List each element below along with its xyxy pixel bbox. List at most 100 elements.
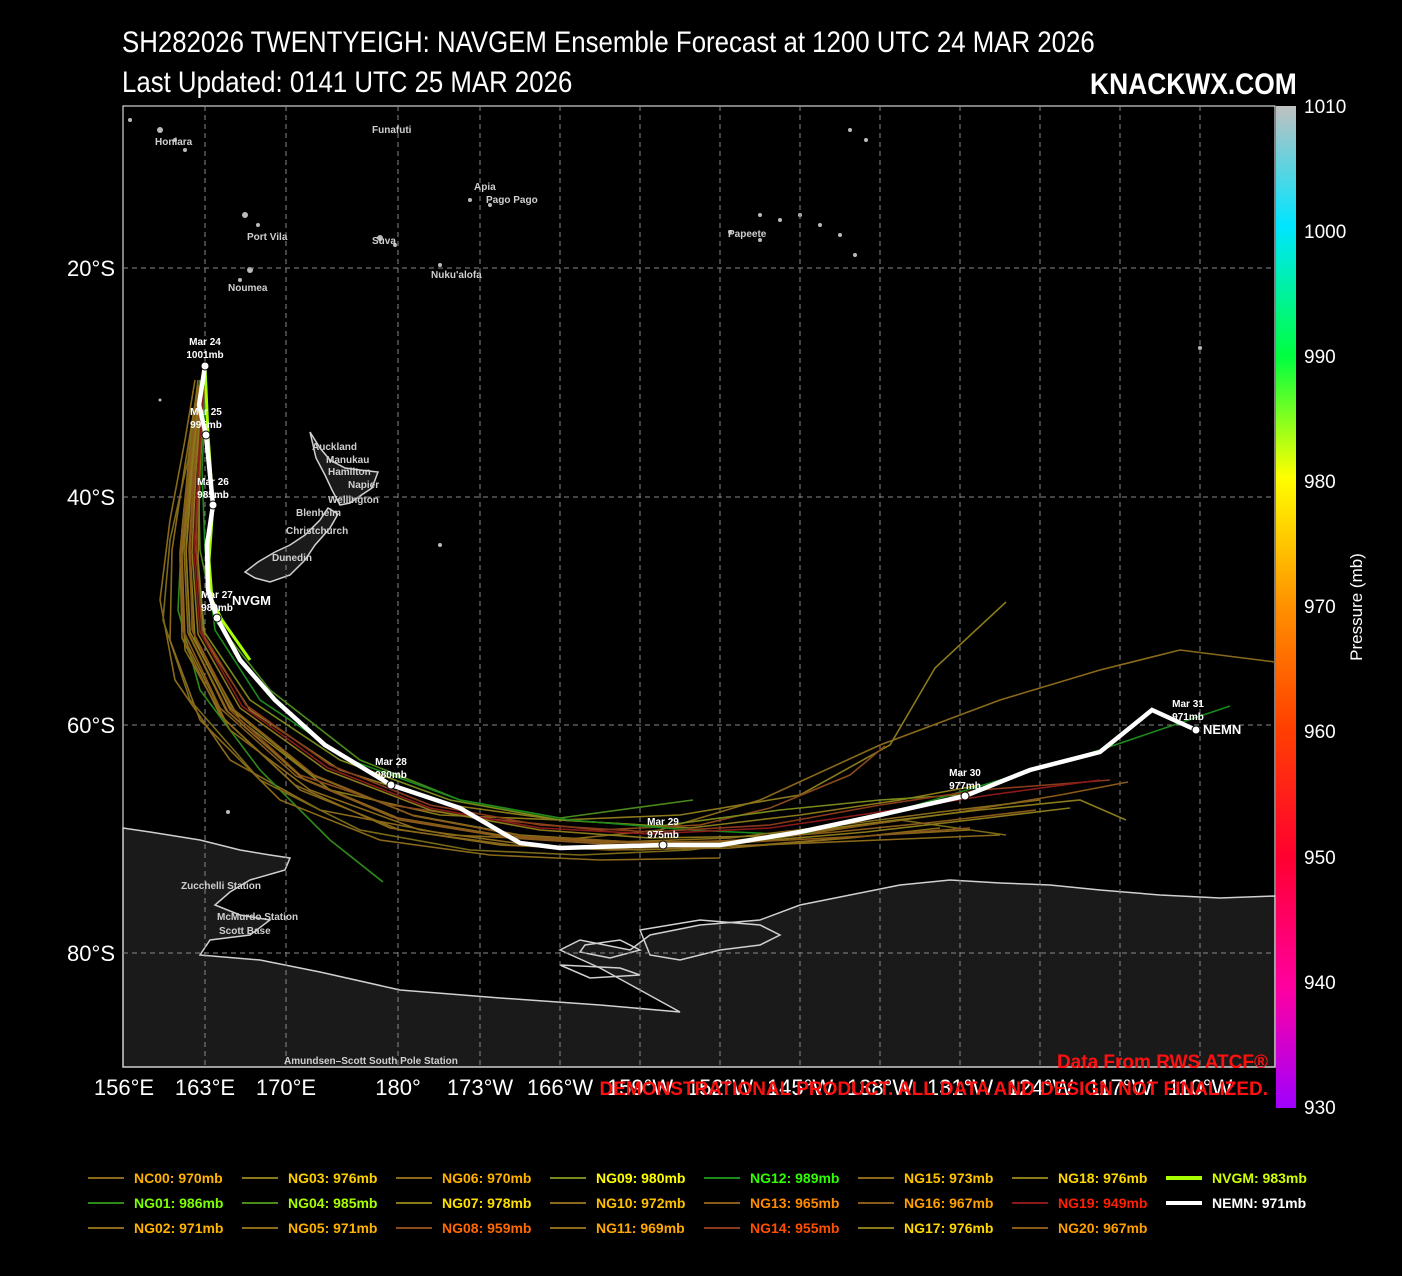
legend-swatch <box>88 1202 124 1204</box>
colorbar-ticks: 1010 1000 990 980 970 960 950 940 930 <box>1304 97 1346 1119</box>
place-papeete: Papeete <box>728 229 767 240</box>
lon-tick: 156°E <box>94 1075 154 1100</box>
legend-swatch <box>88 1177 124 1179</box>
place-port-vila: Port Vila <box>247 232 288 243</box>
watermark-disclaimer: DEMONSTRATIONAL PRODUCT. ALL DATA AND DE… <box>600 1079 1269 1100</box>
legend-label: NG02: 971mb <box>134 1220 224 1236</box>
place-hamilton: Hamilton <box>328 467 371 478</box>
legend-label: NG09: 980mb <box>596 1170 686 1186</box>
legend-item: NG14: 955mb <box>704 1218 839 1238</box>
legend-swatch <box>88 1227 124 1229</box>
colorbar-tick: 930 <box>1304 1098 1336 1119</box>
nvgm-end-label: NVGM <box>232 593 271 608</box>
place-christchurch: Christchurch <box>286 526 348 537</box>
legend-swatch <box>550 1227 586 1229</box>
track-label-pressure: 977mb <box>949 781 981 792</box>
legend-label: NG06: 970mb <box>442 1170 532 1186</box>
legend-label: NC00: 970mb <box>134 1170 223 1186</box>
legend-item: NG19: 949mb <box>1012 1193 1147 1213</box>
place-manukau: Manukau <box>326 455 369 466</box>
nz-north-island <box>309 431 380 506</box>
lat-tick: 40°S <box>67 485 115 510</box>
legend-swatch <box>704 1202 740 1204</box>
legend-label: NG15: 973mb <box>904 1170 994 1186</box>
colorbar-tick: 990 <box>1304 347 1336 368</box>
legend-label: NG16: 967mb <box>904 1195 994 1211</box>
legend-label: NG17: 976mb <box>904 1220 994 1236</box>
place-honiara: Honiara <box>155 137 193 148</box>
track-label-pressure: 1001mb <box>186 350 223 361</box>
legend-swatch <box>704 1227 740 1229</box>
place-suva: Suva <box>372 236 396 247</box>
track-date-labels: Mar 24 1001mb Mar 25 995mb Mar 26 985mb … <box>186 337 1204 841</box>
legend-item: NG08: 959mb <box>396 1218 531 1238</box>
legend-swatch <box>1012 1202 1048 1204</box>
track-label-pressure: 989mb <box>201 603 233 614</box>
legend-label: NG14: 955mb <box>750 1220 840 1236</box>
lon-tick: 124°W <box>1007 1075 1074 1100</box>
place-blenheim: Blenheim <box>296 508 341 519</box>
place-south-pole: Amundsen–Scott South Pole Station <box>284 1056 458 1067</box>
legend-label: NG03: 976mb <box>288 1170 378 1186</box>
legend-label: NG10: 972mb <box>596 1195 686 1211</box>
place-scott-base: Scott Base <box>219 926 271 937</box>
legend-item: NG16: 967mb <box>858 1193 993 1213</box>
legend-item: NG07: 978mb <box>396 1193 531 1213</box>
colorbar-tick: 960 <box>1304 722 1336 743</box>
legend-swatch <box>550 1177 586 1179</box>
colorbar-tick: 950 <box>1304 848 1336 869</box>
track-label-pressure: 995mb <box>190 420 222 431</box>
track-label-date: Mar 30 <box>949 768 981 779</box>
legend-label: NEMN: 971mb <box>1212 1195 1307 1211</box>
place-auckland: Auckland <box>312 442 357 453</box>
place-wellington: Wellington <box>328 495 379 506</box>
lat-tick: 20°S <box>67 256 115 281</box>
forecast-map: Mar 24 1001mb Mar 25 995mb Mar 26 985mb … <box>67 97 1366 1119</box>
place-noumea: Noumea <box>228 283 268 294</box>
track-label-date: Mar 24 <box>189 337 221 348</box>
legend-swatch <box>1166 1201 1202 1205</box>
legend-item: NG13: 965mb <box>704 1193 839 1213</box>
legend-label: NG11: 969mb <box>596 1220 685 1236</box>
place-napier: Napier <box>348 480 379 491</box>
legend-label: NG13: 965mb <box>750 1195 840 1211</box>
place-zucchelli: Zucchelli Station <box>181 881 261 892</box>
track-label-date: Mar 27 <box>201 590 233 601</box>
place-funafuti: Funafuti <box>372 125 412 136</box>
legend-swatch <box>550 1202 586 1204</box>
track-label-pressure: 985mb <box>197 490 229 501</box>
legend-swatch <box>396 1177 432 1179</box>
place-labels: Funafuti Honiara Apia Pago Pago Port Vil… <box>155 125 767 1067</box>
lon-tick: 117°W <box>1088 1075 1153 1100</box>
last-updated: Last Updated: 0141 UTC 25 MAR 2026 <box>122 66 573 99</box>
legend-label: NG18: 976mb <box>1058 1170 1148 1186</box>
legend-label: NG20: 967mb <box>1058 1220 1148 1236</box>
place-pago-pago: Pago Pago <box>486 195 538 206</box>
pressure-colorbar <box>1276 106 1296 1108</box>
legend-item: NG02: 971mb <box>88 1218 223 1238</box>
legend-swatch <box>396 1202 432 1204</box>
legend-swatch <box>858 1227 894 1229</box>
place-dunedin: Dunedin <box>272 553 312 564</box>
legend-item: NG20: 967mb <box>1012 1218 1147 1238</box>
legend-label: NG08: 959mb <box>442 1220 532 1236</box>
legend-swatch <box>858 1177 894 1179</box>
track-label-pressure: 971mb <box>1172 712 1204 723</box>
legend-swatch <box>242 1177 278 1179</box>
legend-swatch <box>242 1202 278 1204</box>
legend-item: NG06: 970mb <box>396 1168 531 1188</box>
legend-swatch <box>242 1227 278 1229</box>
pacific-islands <box>128 118 1202 814</box>
legend-label: NVGM: 983mb <box>1212 1170 1307 1186</box>
lon-tick: 131°W <box>927 1075 994 1100</box>
legend-item: NG05: 971mb <box>242 1218 377 1238</box>
legend-item: NG10: 972mb <box>550 1193 685 1213</box>
legend-label: NG04: 985mb <box>288 1195 378 1211</box>
track-label-date: Mar 31 <box>1172 699 1204 710</box>
colorbar-tick: 970 <box>1304 597 1336 618</box>
nemn-end-label: NEMN <box>1203 722 1241 737</box>
latitude-ticks: 20°S 40°S 60°S 80°S <box>67 256 115 966</box>
track-label-date: Mar 29 <box>647 817 679 828</box>
lon-tick: 138°W <box>847 1075 914 1100</box>
legend-item: NG11: 969mb <box>550 1218 685 1238</box>
